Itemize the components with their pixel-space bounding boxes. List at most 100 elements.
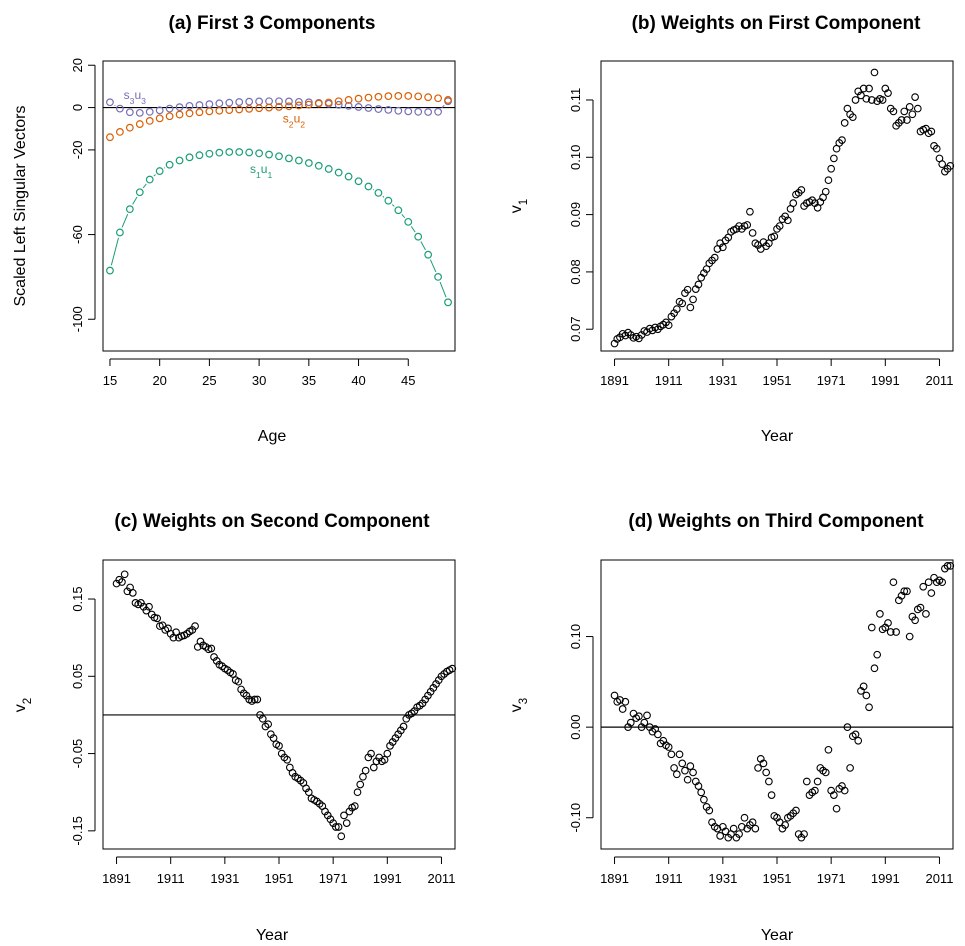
data-point — [354, 94, 363, 103]
data-point — [775, 222, 784, 230]
panel-c-plot-frame — [102, 559, 456, 850]
data-point — [813, 777, 822, 786]
data-point — [754, 764, 762, 772]
data-point — [434, 676, 443, 685]
data-point — [196, 637, 205, 646]
data-point — [404, 217, 413, 226]
data-point — [106, 133, 114, 142]
data-point — [344, 101, 353, 110]
data-point — [384, 196, 393, 205]
data-point — [751, 824, 760, 833]
panel-c-points — [112, 570, 457, 841]
y-tick-label: 0.09 — [568, 202, 583, 227]
data-point — [946, 562, 955, 570]
data-point — [626, 718, 635, 727]
data-point — [867, 623, 876, 632]
data-point — [324, 98, 333, 107]
data-point — [697, 788, 706, 797]
data-point — [255, 149, 264, 158]
data-point — [205, 107, 214, 116]
data-point — [854, 736, 863, 745]
y-tick-label: -60 — [70, 225, 85, 244]
series-segment — [410, 226, 416, 233]
panel-a-series-lines — [110, 104, 447, 298]
y-tick-label: 0.11 — [568, 88, 583, 112]
data-point — [800, 830, 808, 838]
series-segment — [382, 195, 385, 198]
y-tick-label: 0.08 — [568, 259, 583, 284]
data-point — [314, 161, 323, 170]
panel-c-x-axis-label: Year — [256, 927, 289, 944]
x-tick-label: 1931 — [210, 871, 239, 886]
data-point — [195, 151, 204, 160]
data-point — [426, 687, 435, 696]
data-point — [424, 108, 433, 116]
panel-c: (c) Weights on Second Component Year v2 … — [12, 511, 457, 944]
panel-a: (a) First 3 Components Age Scaled Left S… — [12, 13, 456, 445]
data-point — [245, 148, 254, 157]
x-tick-label: 30 — [252, 373, 266, 388]
data-point — [235, 98, 244, 106]
y-tick-label: 0.10 — [568, 624, 583, 649]
y-tick-label: 0 — [70, 104, 85, 111]
data-point — [185, 109, 194, 118]
data-point — [135, 108, 144, 117]
data-point — [255, 97, 264, 106]
data-point — [288, 769, 297, 777]
panel-d-y-axis-label: v3 — [508, 698, 530, 712]
data-point — [743, 221, 752, 229]
data-point — [621, 697, 630, 706]
data-point — [165, 112, 174, 121]
data-point — [253, 695, 262, 704]
y-tick-label: -0.05 — [70, 739, 85, 769]
data-point — [824, 745, 833, 754]
data-point — [294, 156, 303, 165]
data-point — [616, 696, 624, 704]
x-tick-label: 1891 — [600, 871, 629, 886]
series-segment — [441, 104, 445, 109]
data-point — [903, 116, 911, 124]
data-point — [237, 685, 245, 694]
data-point — [434, 94, 442, 103]
data-point — [900, 107, 909, 116]
series-segment — [401, 214, 406, 219]
series-segment — [153, 174, 156, 177]
data-point — [946, 162, 955, 170]
series-annotation: s3u3 — [124, 88, 146, 106]
data-point — [770, 232, 779, 241]
y-tick-label: 0.10 — [568, 145, 583, 170]
data-point — [277, 749, 286, 758]
data-point — [139, 602, 148, 611]
series-segment — [420, 241, 426, 251]
data-point — [797, 186, 806, 194]
x-tick-label: 2011 — [925, 373, 953, 388]
data-point — [857, 91, 865, 100]
y-tick-label: 0.00 — [568, 714, 583, 739]
data-point — [846, 764, 854, 772]
data-point — [927, 127, 936, 136]
data-point — [414, 232, 423, 241]
series-segment — [439, 281, 447, 298]
data-point — [275, 97, 283, 106]
data-point — [886, 628, 895, 636]
panel-a-plot-frame — [102, 60, 456, 352]
data-point — [265, 103, 273, 112]
data-point — [792, 806, 800, 815]
data-point — [399, 722, 408, 731]
y-tick-label: -100 — [70, 306, 85, 332]
data-point — [643, 711, 651, 720]
data-point — [235, 148, 244, 156]
data-point — [145, 107, 154, 116]
data-point — [265, 150, 273, 159]
panel-a-x-axis-label: Age — [258, 428, 287, 445]
data-point — [903, 587, 911, 596]
data-point — [821, 187, 830, 196]
data-point — [326, 815, 335, 824]
data-point — [118, 578, 126, 586]
series-segment — [110, 237, 119, 266]
data-point — [892, 628, 900, 636]
data-point — [919, 582, 928, 591]
data-point — [916, 603, 925, 612]
y-tick-label: -0.15 — [70, 816, 85, 846]
data-point — [185, 101, 194, 110]
